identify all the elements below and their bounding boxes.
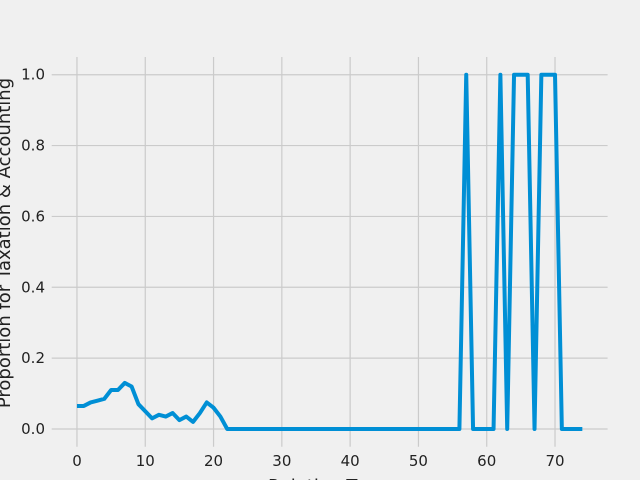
y-tick-label: 1.0 [21,66,45,84]
x-tick-label: 50 [409,452,428,470]
x-axis-label: Relative Term [268,476,390,480]
y-axis-label: Proportion for Taxation & Accounting [0,78,15,408]
x-tick-label: 0 [72,452,82,470]
y-tick-label: 0.8 [21,137,45,155]
data-line [76,72,583,431]
y-tick-label: 0.2 [21,349,45,367]
x-tick-label: 20 [204,452,223,470]
x-tick-label: 10 [136,452,155,470]
x-tick-label: 60 [477,452,496,470]
y-tick-label: 0.0 [21,420,45,438]
y-tick-label: 0.4 [21,278,45,296]
x-tick-label: 40 [341,452,360,470]
x-tick-label: 70 [545,452,564,470]
x-tick-label: 30 [272,452,291,470]
y-tick-label: 0.6 [21,207,45,225]
